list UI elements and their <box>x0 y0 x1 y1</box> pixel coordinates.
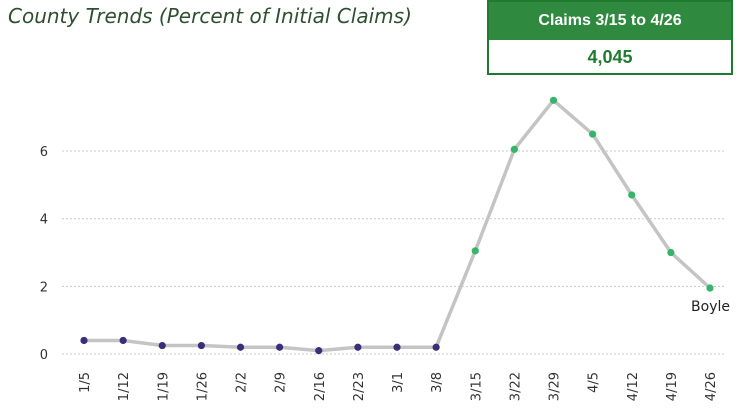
x-tick-label: 4/12 <box>626 372 641 401</box>
data-point <box>276 343 284 351</box>
data-point <box>549 96 558 104</box>
y-tick-label: 2 <box>40 280 48 295</box>
data-point <box>510 145 518 153</box>
data-point <box>315 347 323 355</box>
x-tick-label: 3/1 <box>391 372 406 393</box>
series-line <box>82 98 712 353</box>
claims-kpi-value: 4,045 <box>587 47 633 67</box>
x-tick-label: 3/29 <box>548 372 563 401</box>
x-tick-label: 1/26 <box>195 372 210 401</box>
data-point <box>432 343 440 351</box>
data-point <box>471 247 479 255</box>
data-point <box>236 343 245 351</box>
data-point <box>119 336 127 345</box>
x-tick-label: 4/19 <box>665 372 680 401</box>
y-tick-label: 6 <box>40 145 48 160</box>
data-point <box>354 343 362 351</box>
data-point <box>589 130 597 138</box>
x-tick-label: 2/23 <box>352 372 367 401</box>
x-tick-label: 1/12 <box>117 372 132 401</box>
data-point <box>393 343 401 351</box>
x-tick-label: 1/19 <box>156 372 171 401</box>
data-point <box>197 341 205 350</box>
claims-kpi-label: Claims 3/15 to 4/26 <box>489 2 731 40</box>
x-tick-label: 1/5 <box>78 372 93 393</box>
series-annotation: Boyle <box>691 299 730 315</box>
x-tick-label: 2/9 <box>274 372 289 393</box>
x-tick-label: 3/22 <box>508 372 523 401</box>
data-point <box>628 191 636 199</box>
chart-title: County Trends (Percent of Initial Claims… <box>8 4 412 28</box>
data-point <box>158 341 166 350</box>
x-tick-label: 3/8 <box>430 372 445 393</box>
x-tick-label: 4/26 <box>704 372 719 401</box>
data-point <box>80 336 88 345</box>
data-point <box>667 248 675 257</box>
x-tick-label: 4/5 <box>587 372 602 393</box>
x-tick-label: 3/15 <box>469 372 484 401</box>
y-tick-label: 4 <box>40 213 48 228</box>
x-tick-label: 2/16 <box>313 372 328 401</box>
x-tick-label: 2/2 <box>235 372 250 393</box>
y-tick-label: 0 <box>40 348 48 363</box>
data-point <box>706 284 714 292</box>
claims-kpi-card: Claims 3/15 to 4/26 4,045 <box>487 0 733 75</box>
